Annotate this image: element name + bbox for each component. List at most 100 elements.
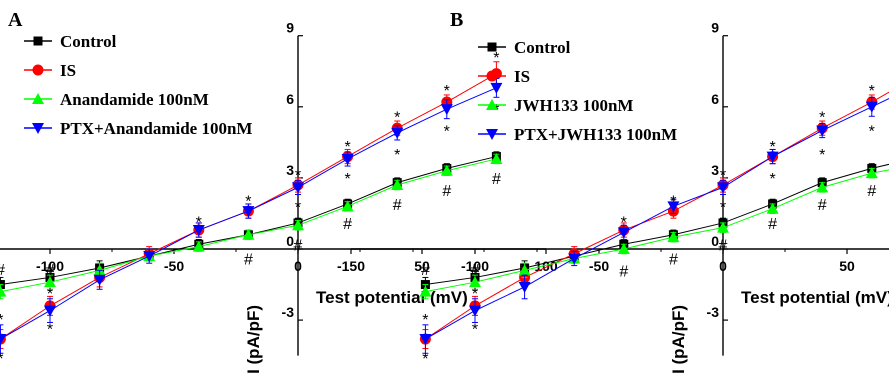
legend-label: JWH133 100nM	[514, 96, 633, 115]
data-point	[242, 228, 255, 240]
data-point	[391, 179, 404, 191]
data-point	[617, 227, 630, 239]
y-tick-label: -3	[282, 304, 295, 320]
legend-label: PTX+Anandamide 100nM	[60, 119, 252, 138]
legend-label: Control	[60, 32, 117, 51]
data-point	[816, 125, 829, 137]
asterisk-annotation: *	[0, 351, 4, 368]
x-tick-label: 50	[414, 258, 430, 274]
legend-label: IS	[60, 61, 76, 80]
asterisk-annotation: *	[344, 139, 350, 156]
legend-marker	[32, 64, 44, 76]
series-jwh133-100nm	[419, 167, 889, 300]
asterisk-annotation: *	[819, 147, 825, 164]
x-axis-title: Test potential (mV)	[316, 288, 468, 307]
y-tick-label: 0	[711, 233, 719, 249]
data-point	[766, 202, 779, 214]
asterisk-annotation: *	[444, 83, 450, 100]
data-point	[0, 285, 7, 297]
panel-label-b: B	[450, 9, 463, 31]
hash-annotation: #	[669, 251, 678, 268]
x-tick-label: 0	[294, 258, 302, 274]
legend-marker	[486, 129, 498, 140]
data-point	[391, 127, 404, 139]
data-point	[518, 281, 531, 293]
x-tick-label: -150	[337, 258, 365, 274]
data-point	[469, 305, 481, 317]
x-tick-label: 0	[719, 258, 727, 274]
x-tick-label: 50	[839, 258, 855, 274]
data-point	[292, 219, 304, 231]
x-tick-label: -100	[36, 258, 64, 274]
hash-annotation: #	[492, 171, 501, 188]
data-point	[667, 231, 680, 243]
legend-marker	[32, 93, 44, 104]
data-point	[766, 151, 779, 163]
data-point	[419, 285, 432, 297]
y-axis-title: I (pA/pF)	[669, 305, 688, 374]
legend-marker	[486, 70, 498, 82]
asterisk-annotation: *	[47, 286, 53, 303]
legend-label: Control	[514, 38, 571, 57]
data-point	[143, 251, 156, 263]
asterisk-annotation: *	[0, 312, 4, 329]
y-tick-label: -3	[707, 304, 720, 320]
x-tick-label: -50	[164, 258, 184, 274]
asterisk-annotation: *	[444, 124, 450, 141]
hash-annotation: #	[619, 263, 628, 280]
asterisk-annotation: *	[869, 124, 875, 141]
hash-annotation: #	[46, 262, 55, 279]
hash-annotation: #	[867, 183, 876, 200]
data-point	[440, 104, 453, 116]
asterisk-annotation: *	[196, 215, 202, 232]
data-point	[816, 181, 829, 193]
legend-item-anandamide-100nm: Anandamide 100nM	[24, 90, 209, 109]
asterisk-annotation: *	[869, 83, 875, 100]
asterisk-annotation: *	[720, 199, 726, 216]
data-point	[617, 243, 630, 254]
series-ptx-anandamide-100nm	[0, 77, 503, 354]
data-point	[192, 225, 205, 237]
asterisk-annotation: *	[394, 147, 400, 164]
data-point	[717, 221, 729, 233]
legend-marker	[487, 42, 497, 52]
y-tick-label: 6	[286, 91, 294, 107]
legend-marker	[33, 36, 43, 46]
legend-item-jwh133-100nm: JWH133 100nM	[478, 96, 633, 115]
asterisk-annotation: *	[295, 199, 301, 216]
y-tick-label: 9	[286, 20, 294, 36]
hash-annotation: #	[244, 251, 253, 268]
legend-item-ptx-anandamide-100nm: PTX+Anandamide 100nM	[24, 119, 252, 138]
asterisk-annotation: *	[422, 351, 428, 368]
legend-marker	[486, 99, 498, 110]
data-point	[44, 305, 56, 317]
asterisk-annotation: *	[769, 139, 775, 156]
asterisk-annotation: *	[621, 215, 627, 232]
data-point	[341, 153, 354, 165]
asterisk-annotation: *	[245, 193, 251, 210]
x-axis-title: Test potential (mV)	[741, 288, 889, 307]
hash-annotation: #	[768, 216, 777, 233]
hash-annotation: #	[421, 262, 430, 279]
y-tick-label: 3	[711, 162, 719, 178]
asterisk-annotation: *	[394, 109, 400, 126]
data-point	[490, 82, 503, 94]
asterisk-annotation: *	[295, 167, 301, 184]
data-point	[242, 206, 255, 218]
legend-item-control: Control	[478, 38, 571, 57]
asterisk-annotation: *	[422, 312, 428, 329]
asterisk-annotation: *	[472, 321, 478, 338]
legend-item-is: IS	[24, 61, 76, 80]
data-point	[518, 264, 531, 276]
asterisk-annotation: *	[344, 171, 350, 188]
data-point	[717, 182, 729, 194]
asterisk-annotation: *	[493, 102, 499, 119]
data-point	[568, 253, 581, 265]
hash-annotation: #	[294, 237, 303, 254]
asterisk-annotation: *	[819, 109, 825, 126]
x-tick-label: -100	[461, 258, 489, 274]
data-point	[419, 334, 432, 346]
legend-label: IS	[514, 67, 530, 86]
